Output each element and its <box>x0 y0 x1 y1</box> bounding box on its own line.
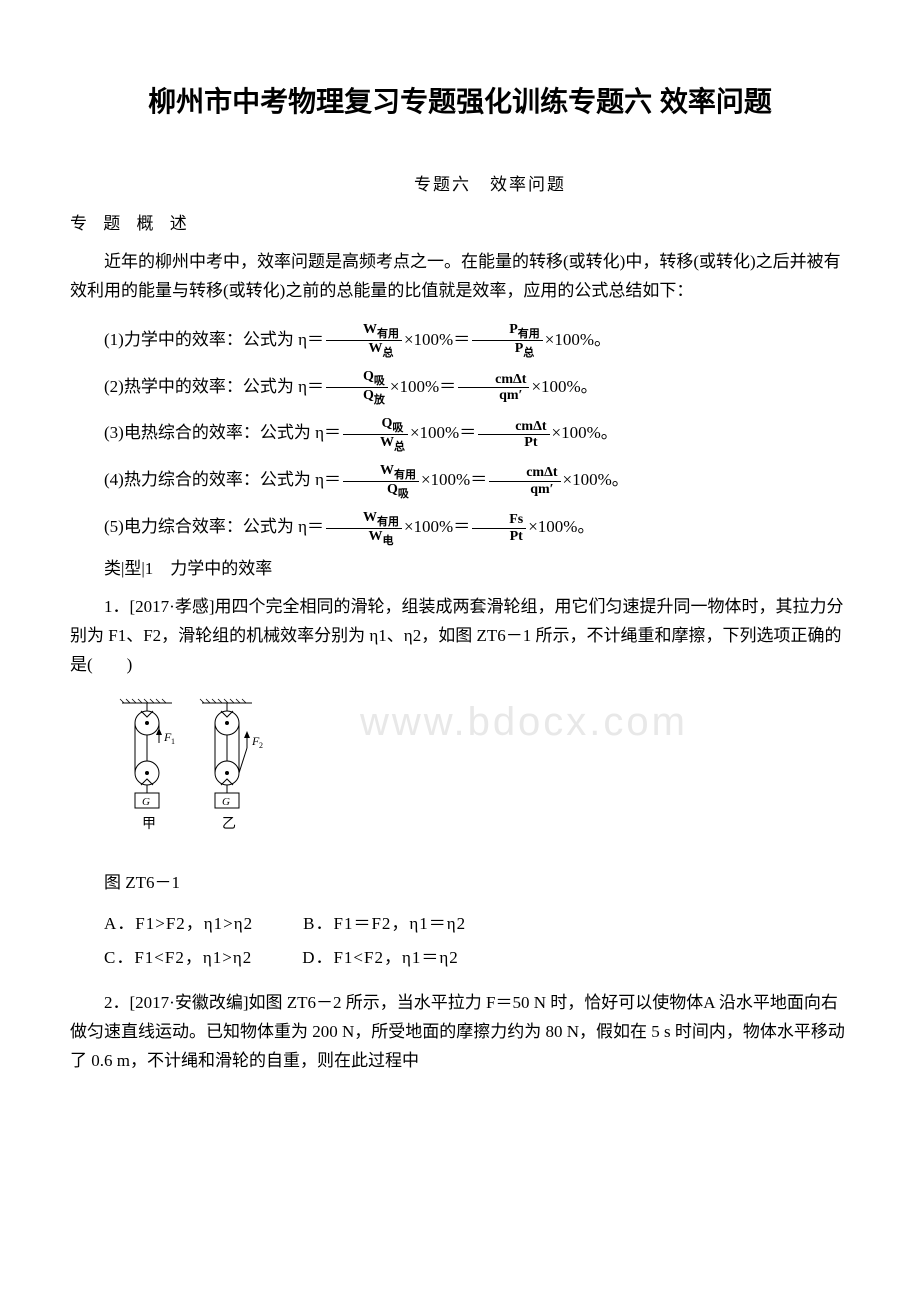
pulley-system-right: F 2 G 乙 <box>200 699 263 832</box>
svg-text:G: G <box>222 796 230 808</box>
formula-3-frac2: cmΔtPt <box>478 419 549 451</box>
svg-text:1: 1 <box>171 737 175 746</box>
document-content: 柳州市中考物理复习专题强化训练专题六 效率问题 专题六 效率问题 专 题 概 述… <box>70 80 850 1076</box>
pulley-system-left: F 1 G 甲 <box>120 699 175 832</box>
formula-3-frac1: Q吸W总 <box>343 416 408 453</box>
option-d: D．F1<F2，η1＝η2 <box>302 948 459 967</box>
svg-text:甲: 甲 <box>142 817 156 832</box>
option-c: C．F1<F2，η1>η2 <box>104 948 252 967</box>
formula-1-frac2: P有用P总 <box>472 322 543 359</box>
formula-5-prefix: (5)电力综合效率：公式为 η＝ <box>104 517 324 536</box>
options-q1: A．F1>F2，η1>η2 B．F1＝F2，η1＝η2 C．F1<F2，η1>η2… <box>70 907 850 975</box>
question-2: 2．[2017·安徽改编]如图 ZT6－2 所示，当水平拉力 F＝50 N 时，… <box>70 989 850 1076</box>
formula-3-mid: ×100%＝ <box>410 423 476 442</box>
formula-3-prefix: (3)电热综合的效率：公式为 η＝ <box>104 423 341 442</box>
formula-1-mid: ×100%＝ <box>404 330 470 349</box>
formula-2-suffix: ×100%。 <box>531 377 597 396</box>
formula-5-mid: ×100%＝ <box>404 517 470 536</box>
type-label: 类|型|1 力学中的效率 <box>70 554 850 579</box>
formula-2-frac1: Q吸Q放 <box>326 369 388 406</box>
formula-2-frac2: cmΔtqm′ <box>458 372 529 404</box>
formula-5-suffix: ×100%。 <box>528 517 594 536</box>
option-a: A．F1>F2，η1>η2 <box>104 914 253 933</box>
formula-4-prefix: (4)热力综合的效率：公式为 η＝ <box>104 470 341 489</box>
formula-1-suffix: ×100%。 <box>545 330 611 349</box>
formula-5-frac2: FsPt <box>472 512 526 544</box>
formula-1-frac1: W有用W总 <box>326 322 402 359</box>
formula-4-frac1: W有用Q吸 <box>343 463 419 500</box>
formula-4-mid: ×100%＝ <box>421 470 487 489</box>
option-b: B．F1＝F2，η1＝η2 <box>303 914 466 933</box>
formula-3-suffix: ×100%。 <box>552 423 618 442</box>
formula-2-prefix: (2)热学中的效率：公式为 η＝ <box>104 377 324 396</box>
figure-zt6-1: F 1 G 甲 <box>102 693 850 858</box>
formula-2-mid: ×100%＝ <box>390 377 456 396</box>
document-title: 柳州市中考物理复习专题强化训练专题六 效率问题 <box>70 80 850 120</box>
formula-5-frac1: W有用W电 <box>326 510 402 547</box>
formula-4-suffix: ×100%。 <box>563 470 629 489</box>
formula-3: (3)电热综合的效率：公式为 η＝Q吸W总×100%＝cmΔtPt×100%。 <box>70 413 850 454</box>
intro-paragraph: 近年的柳州中考中，效率问题是高频考点之一。在能量的转移(或转化)中，转移(或转化… <box>70 248 850 306</box>
section-label: 专 题 概 述 <box>70 209 850 234</box>
formula-1: (1)力学中的效率：公式为 η＝W有用W总×100%＝P有用P总×100%。 <box>70 320 850 361</box>
svg-text:2: 2 <box>259 741 263 750</box>
formula-2: (2)热学中的效率：公式为 η＝Q吸Q放×100%＝cmΔtqm′×100%。 <box>70 367 850 408</box>
svg-text:G: G <box>142 796 150 808</box>
figure-caption-1: 图 ZT6－1 <box>104 868 850 893</box>
subtitle: 专题六 效率问题 <box>130 170 850 195</box>
formula-4-frac2: cmΔtqm′ <box>489 465 560 497</box>
formula-4: (4)热力综合的效率：公式为 η＝W有用Q吸×100%＝cmΔtqm′×100%… <box>70 460 850 501</box>
formula-1-prefix: (1)力学中的效率：公式为 η＝ <box>104 330 324 349</box>
question-1: 1．[2017·孝感]用四个完全相同的滑轮，组装成两套滑轮组，用它们匀速提升同一… <box>70 593 850 680</box>
svg-text:乙: 乙 <box>222 816 236 832</box>
formula-5: (5)电力综合效率：公式为 η＝W有用W电×100%＝FsPt×100%。 <box>70 507 850 548</box>
